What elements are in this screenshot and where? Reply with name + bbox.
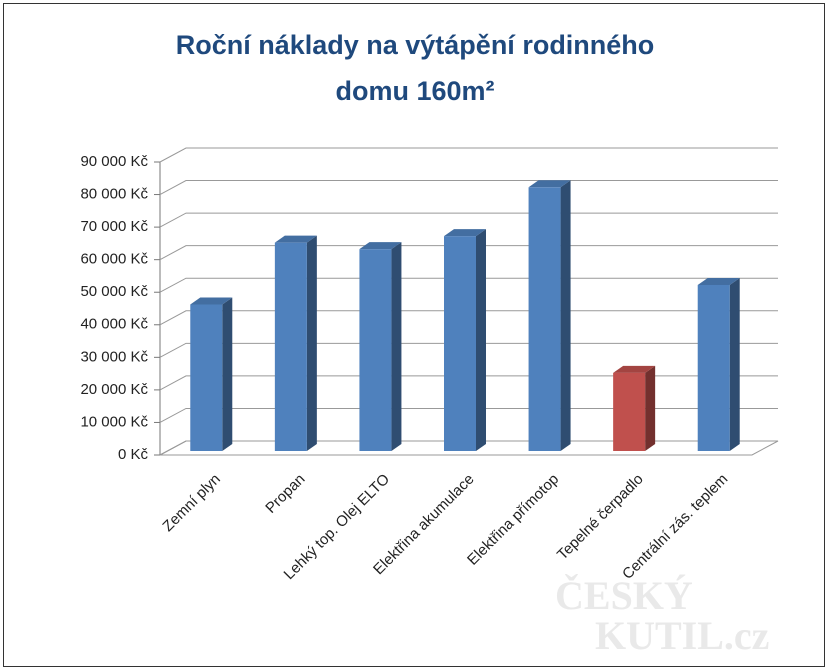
- bar: [359, 249, 392, 451]
- y-tick-label: 20 000 Kč: [80, 381, 148, 398]
- bar: [444, 236, 476, 451]
- bar-side: [560, 180, 571, 452]
- y-tick-label: 0 Kč: [118, 446, 149, 463]
- bar: [697, 284, 730, 451]
- bar: [528, 187, 561, 452]
- bar: [274, 242, 307, 451]
- bar-top: [613, 365, 656, 373]
- watermark: ČESKÝ: [555, 573, 693, 618]
- y-tick-label: 40 000 Kč: [80, 316, 148, 333]
- x-tick-label: Zemní plyn: [159, 471, 223, 535]
- bar-top: [528, 180, 571, 188]
- y-tick-label: 70 000 Kč: [80, 218, 148, 235]
- x-tick-label: Propan: [262, 471, 308, 517]
- bar-side: [476, 229, 486, 451]
- grid-line: [159, 180, 778, 195]
- grid-line: [159, 147, 778, 163]
- bar-side: [306, 235, 317, 451]
- bar-side: [729, 277, 740, 451]
- frame: [3, 3, 825, 667]
- y-tick-label: 80 000 Kč: [80, 186, 148, 203]
- chart-title: Roční náklady na výtápění rodinného domu…: [175, 30, 655, 106]
- grid-line: [159, 375, 778, 391]
- bar: [190, 304, 223, 451]
- y-tick-label: 50 000 Kč: [80, 283, 148, 300]
- grid-line: [159, 440, 778, 456]
- bar-top: [274, 235, 317, 243]
- bar-top: [444, 229, 486, 237]
- bar-top: [359, 242, 402, 250]
- watermark: KUTIL.cz: [595, 613, 769, 658]
- x-tick-label: Tepelné čerpadlo: [554, 471, 647, 564]
- grid-line: [159, 310, 778, 326]
- y-tick-label: 10 000 Kč: [80, 413, 148, 430]
- bar-side: [645, 365, 656, 451]
- grid-line: [159, 342, 778, 358]
- bar-side: [222, 297, 233, 451]
- x-tick-label: Elektřina přímotop: [464, 471, 562, 569]
- bar: [613, 372, 646, 451]
- grid-line: [159, 407, 778, 423]
- y-tick-label: 90 000 Kč: [80, 153, 148, 170]
- grid-line: [159, 245, 778, 261]
- bar-side: [391, 242, 402, 451]
- y-tick-label: 30 000 Kč: [80, 348, 148, 365]
- y-tick-label: 60 000 Kč: [80, 251, 148, 268]
- bar-top: [697, 277, 740, 285]
- grid-line: [159, 212, 778, 228]
- grid-line: [159, 277, 778, 293]
- bar-top: [190, 297, 233, 305]
